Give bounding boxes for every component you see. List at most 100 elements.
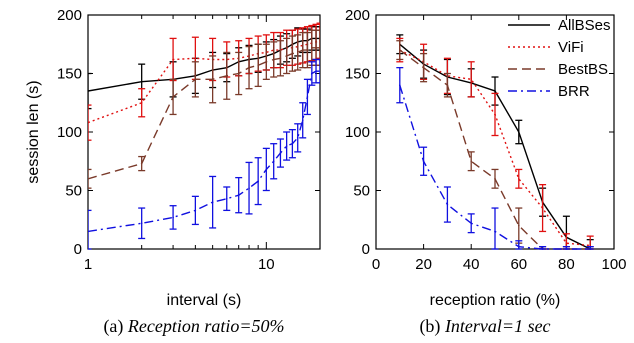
legend-label-bestbs: BestBS bbox=[558, 61, 608, 78]
caption-text: Interval=1 sec bbox=[444, 316, 551, 336]
data-point bbox=[470, 160, 473, 163]
data-point bbox=[319, 46, 320, 49]
caption-text: Reception ratio=50% bbox=[127, 316, 285, 336]
y-tick-label: 200 bbox=[345, 7, 370, 24]
data-point bbox=[140, 162, 143, 165]
data-point bbox=[88, 230, 89, 233]
data-point bbox=[225, 197, 228, 200]
data-point bbox=[296, 137, 299, 139]
data-point bbox=[296, 51, 299, 54]
x-tick-label: 1 bbox=[84, 256, 92, 273]
series-bestbs bbox=[88, 29, 320, 189]
data-point bbox=[88, 121, 89, 124]
data-point bbox=[211, 201, 214, 203]
error-bar bbox=[88, 104, 92, 141]
data-point bbox=[446, 203, 449, 206]
y-tick-label: 150 bbox=[345, 66, 370, 83]
data-point bbox=[272, 160, 275, 163]
data-point bbox=[237, 72, 240, 75]
data-point bbox=[194, 78, 197, 81]
error-bar bbox=[491, 207, 499, 250]
data-point bbox=[88, 178, 89, 180]
data-point bbox=[518, 245, 520, 248]
data-point bbox=[306, 49, 309, 51]
data-point bbox=[494, 113, 496, 116]
data-point bbox=[565, 248, 568, 250]
legend-label-brr: BRR bbox=[558, 83, 590, 100]
data-point bbox=[291, 142, 294, 145]
data-point bbox=[422, 160, 425, 163]
series-brr bbox=[396, 67, 594, 250]
chart-panel-b: 0 50 100 150 200 0 20 40 60 80 100 reception ratio … bbox=[345, 7, 627, 337]
x-tick-label: 60 bbox=[510, 256, 527, 273]
error-bar bbox=[316, 26, 320, 51]
data-point bbox=[140, 80, 143, 83]
data-point bbox=[565, 242, 568, 244]
data-point bbox=[272, 58, 275, 61]
y-tick-label: 50 bbox=[65, 183, 82, 200]
y-tick-label: 50 bbox=[353, 183, 370, 200]
x-axis-label: reception ratio (%) bbox=[430, 292, 561, 309]
data-point bbox=[194, 57, 197, 60]
data-point bbox=[194, 209, 197, 212]
series-line bbox=[88, 40, 320, 124]
data-point bbox=[518, 131, 520, 133]
data-point bbox=[446, 84, 449, 86]
data-point bbox=[172, 96, 174, 98]
series-vifi bbox=[88, 22, 320, 141]
data-point bbox=[257, 64, 259, 67]
caption-prefix: (a) bbox=[103, 316, 127, 337]
x-tick-label: 10 bbox=[258, 256, 275, 273]
data-point bbox=[140, 222, 143, 225]
y-tick-label: 200 bbox=[57, 7, 82, 24]
data-point bbox=[225, 75, 228, 77]
x-axis-label: interval (s) bbox=[167, 292, 242, 309]
error-bar bbox=[88, 72, 92, 110]
data-point bbox=[311, 72, 313, 75]
data-point bbox=[306, 96, 309, 98]
data-point bbox=[494, 178, 496, 180]
data-point bbox=[541, 248, 544, 250]
chart-panel-a: 0 50 100 150 200 1 10 interval (s) session len (… bbox=[25, 7, 321, 337]
series-line bbox=[88, 70, 320, 233]
error-bar bbox=[515, 240, 523, 250]
data-point bbox=[422, 66, 425, 69]
series-line bbox=[88, 47, 320, 180]
x-tick-label: 40 bbox=[463, 256, 480, 273]
legend: AllBSes ViFi BestBS BRR bbox=[508, 17, 611, 100]
data-point bbox=[494, 230, 496, 233]
data-point bbox=[589, 244, 591, 247]
data-point bbox=[470, 222, 473, 225]
data-point bbox=[589, 248, 591, 250]
data-point bbox=[518, 224, 520, 227]
legend-label-allbses: AllBSes bbox=[558, 17, 611, 34]
x-tick-label: 100 bbox=[601, 256, 626, 273]
data-point bbox=[311, 46, 313, 49]
data-point bbox=[237, 194, 240, 196]
data-point bbox=[265, 168, 268, 171]
caption-prefix: (b) bbox=[419, 316, 445, 337]
data-point bbox=[279, 152, 282, 154]
data-point bbox=[399, 84, 401, 86]
data-point bbox=[248, 187, 250, 189]
data-point bbox=[291, 52, 294, 55]
error-bar bbox=[316, 58, 320, 84]
data-point bbox=[315, 70, 317, 72]
data-point bbox=[470, 78, 473, 81]
y-tick-label: 0 bbox=[362, 241, 370, 258]
data-point bbox=[301, 49, 304, 51]
x-tick-label: 20 bbox=[415, 256, 432, 273]
y-axis-label: session len (s) bbox=[25, 80, 42, 183]
data-point bbox=[315, 46, 317, 49]
data-point bbox=[285, 55, 288, 57]
data-point bbox=[494, 90, 496, 92]
y-tick-label: 150 bbox=[57, 66, 82, 83]
data-point bbox=[140, 101, 143, 104]
y-tick-label: 100 bbox=[57, 124, 82, 141]
error-bar bbox=[88, 209, 92, 250]
error-bar bbox=[88, 168, 92, 189]
data-point bbox=[319, 70, 320, 72]
series-brr bbox=[88, 58, 320, 250]
data-point bbox=[172, 58, 174, 61]
data-point bbox=[399, 49, 401, 51]
